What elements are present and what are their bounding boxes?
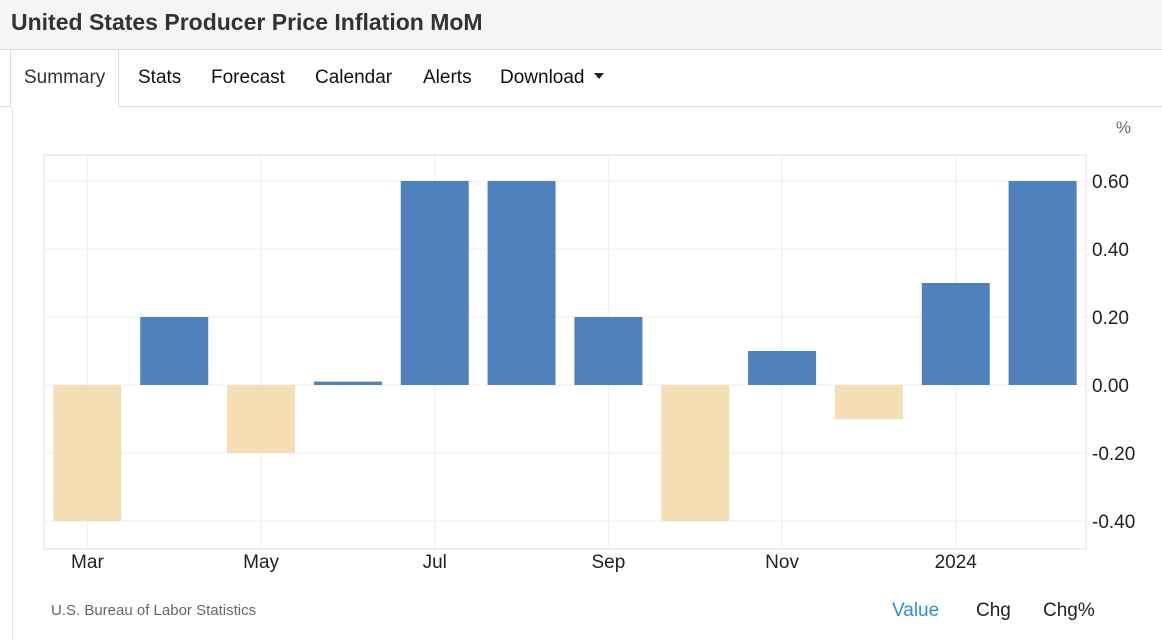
y-tick-label: 0.20 bbox=[1092, 308, 1129, 329]
x-tick-label: 2024 bbox=[935, 552, 978, 573]
tab-calendar[interactable]: Calendar bbox=[315, 67, 393, 88]
mode-value-button[interactable]: Value bbox=[892, 600, 940, 621]
tab-forecast[interactable]: Forecast bbox=[211, 67, 285, 88]
bar bbox=[921, 283, 990, 385]
chart-area bbox=[12, 107, 1162, 640]
x-tick-label: Mar bbox=[71, 552, 104, 573]
mode-chgpct-button[interactable]: Chg% bbox=[1043, 600, 1095, 621]
bar bbox=[313, 381, 382, 385]
y-tick-label: -0.20 bbox=[1092, 444, 1135, 465]
chevron-down-icon bbox=[593, 72, 604, 79]
mode-chg-button[interactable]: Chg bbox=[976, 600, 1011, 621]
bar bbox=[53, 385, 122, 521]
title-bar: United States Producer Price Inflation M… bbox=[0, 0, 1162, 50]
bar bbox=[140, 317, 209, 385]
y-unit-label: % bbox=[1116, 118, 1131, 137]
plot-frame bbox=[43, 154, 1087, 550]
tab-bar: Summary Stats Forecast Calendar Alerts D… bbox=[0, 50, 1162, 107]
tab-download[interactable]: Download bbox=[500, 50, 604, 106]
x-tick-label: May bbox=[243, 552, 279, 573]
bar bbox=[227, 385, 296, 453]
bar bbox=[661, 385, 730, 521]
x-tick-label: Sep bbox=[592, 552, 626, 573]
bar bbox=[748, 351, 817, 385]
bar bbox=[834, 385, 903, 419]
y-tick-label: 0.00 bbox=[1092, 376, 1129, 397]
y-tick-label: 0.60 bbox=[1092, 172, 1129, 193]
tab-download-label: Download bbox=[500, 67, 585, 88]
bar bbox=[1008, 181, 1077, 385]
y-tick-label: -0.40 bbox=[1092, 512, 1135, 533]
tab-summary[interactable]: Summary bbox=[10, 50, 120, 107]
y-tick-label: 0.40 bbox=[1092, 240, 1129, 261]
x-tick-label: Jul bbox=[423, 552, 447, 573]
source-label: U.S. Bureau of Labor Statistics bbox=[51, 602, 257, 619]
bar bbox=[574, 317, 643, 385]
page-title: United States Producer Price Inflation M… bbox=[11, 9, 483, 35]
bar bbox=[400, 181, 469, 385]
x-tick-label: Nov bbox=[765, 552, 799, 573]
bar-chart: 0.60 0.40 0.20 0.00 -0.20 -0.40 Mar May Jul Sep No… bbox=[43, 118, 1135, 573]
tab-stats[interactable]: Stats bbox=[138, 67, 182, 88]
bar bbox=[487, 181, 556, 385]
tab-alerts[interactable]: Alerts bbox=[423, 67, 472, 88]
